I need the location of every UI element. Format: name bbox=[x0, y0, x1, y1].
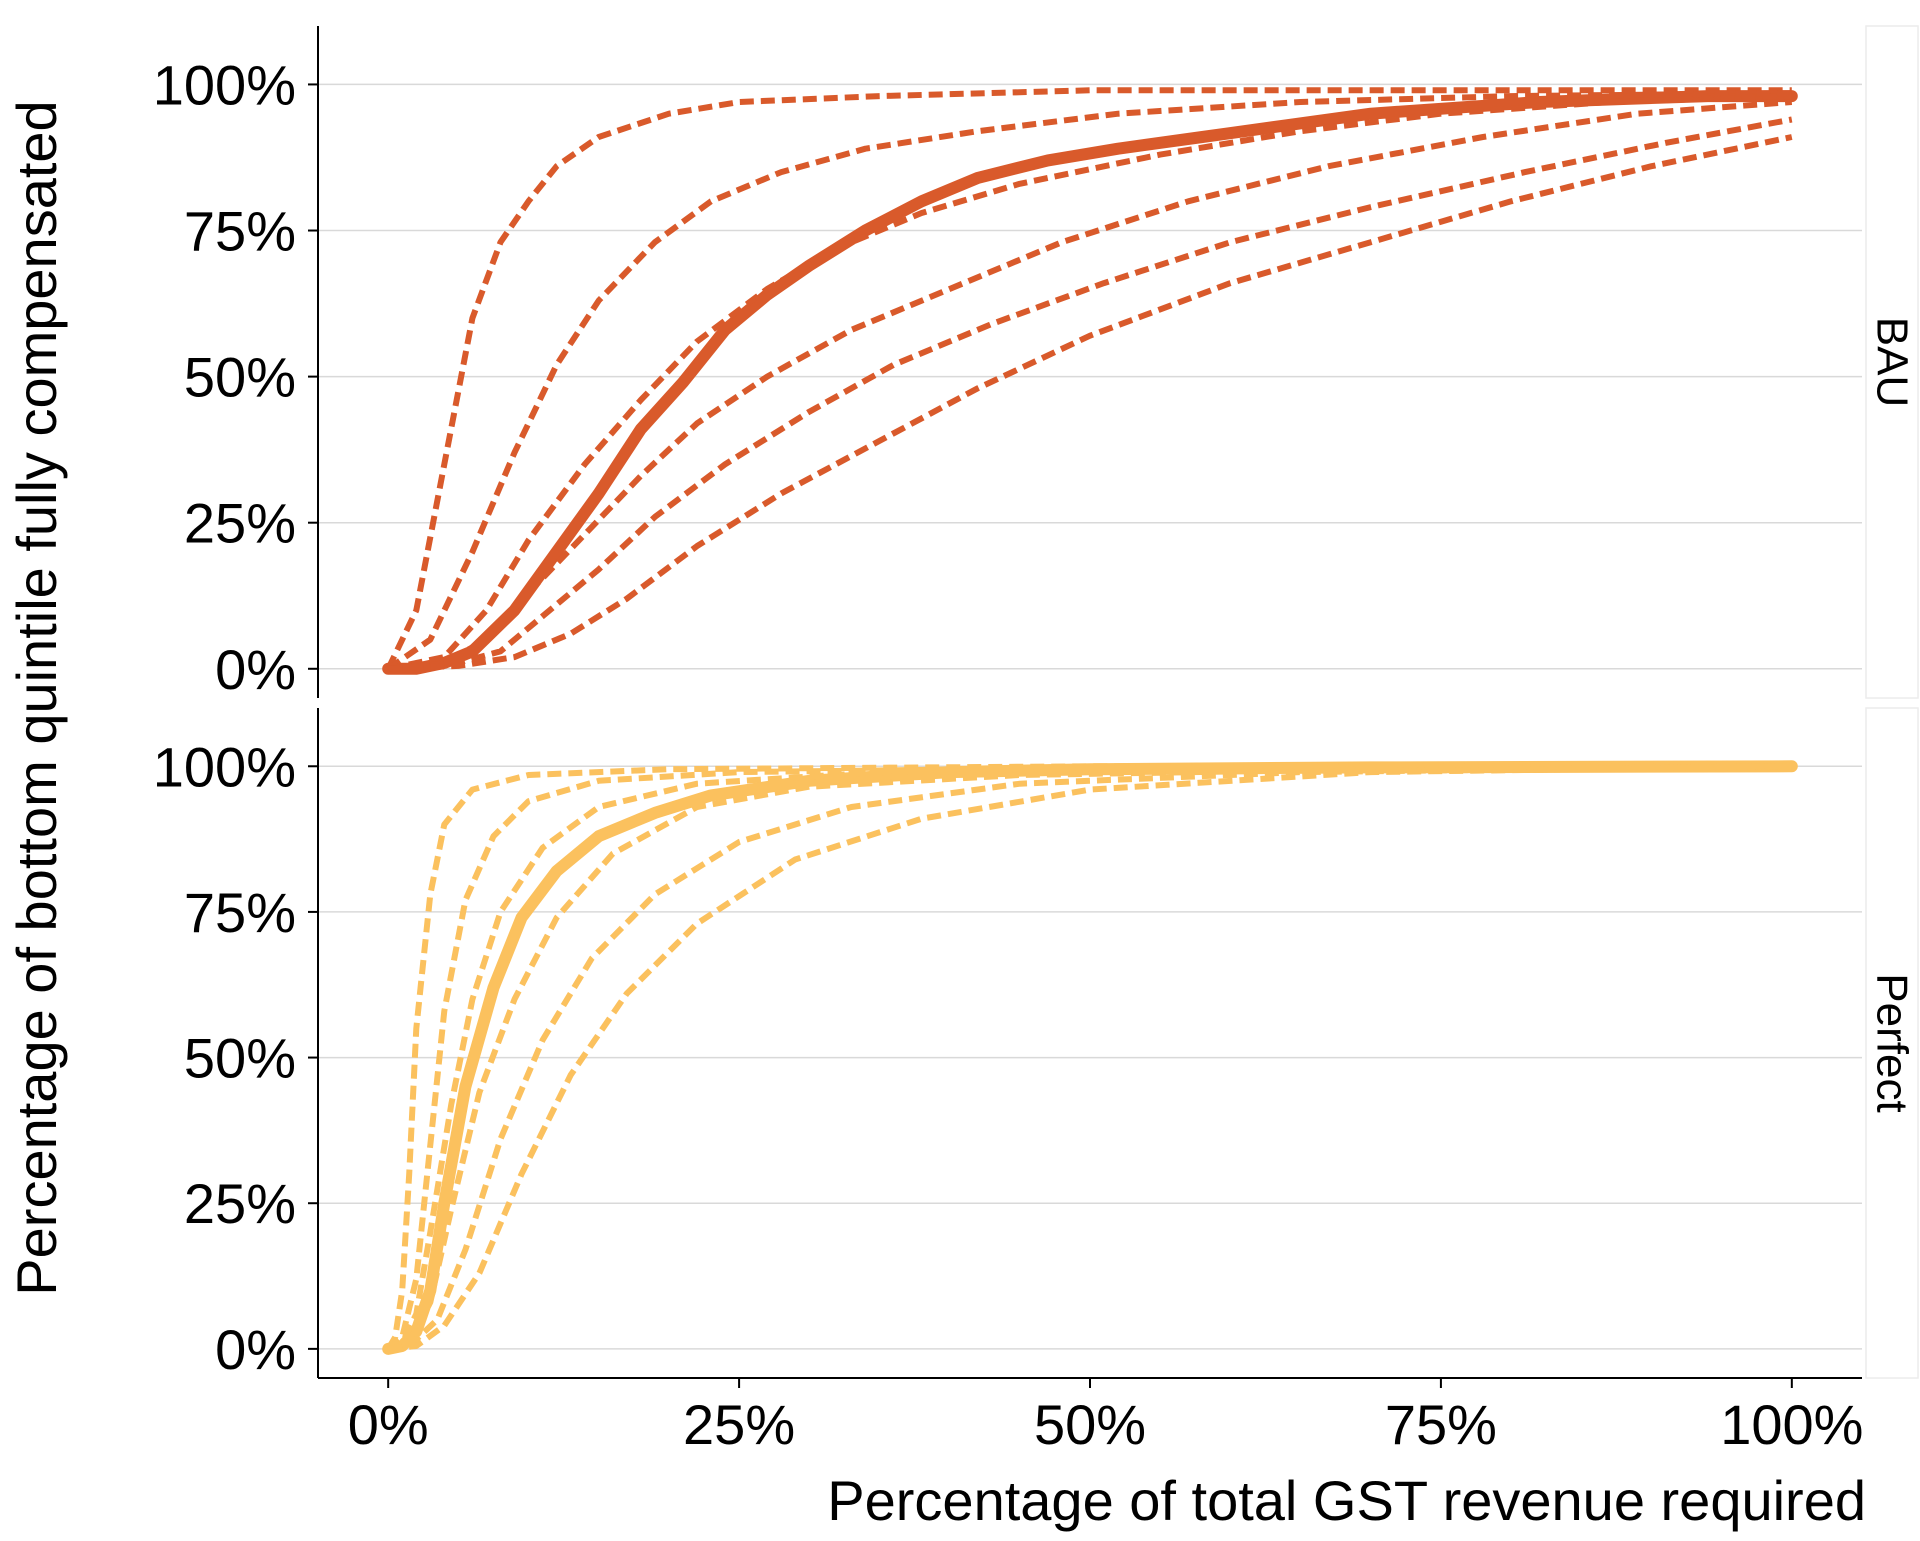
series-line-dashed bbox=[387, 99, 1793, 672]
y-tick-label: 50% bbox=[184, 1027, 296, 1090]
y-tick-label: 100% bbox=[153, 735, 296, 798]
panels-layer: 0% 25% 50% 75% 100% BAU 0% 25% 50% 75% 100% Perfect… bbox=[153, 25, 1919, 1456]
facet-strip-label: Perfect bbox=[1868, 973, 1917, 1112]
y-tick-label: 0% bbox=[215, 638, 296, 701]
panel-perfect: 0% 25% 50% 75% 100% Perfect bbox=[153, 707, 1919, 1381]
y-tick-label: 25% bbox=[184, 1172, 296, 1235]
series-line-dashed bbox=[387, 763, 1792, 1352]
x-tick-label: 75% bbox=[1385, 1393, 1497, 1456]
facet-strip bbox=[1865, 707, 1919, 1379]
panel-bau: 0% 25% 50% 75% 100% BAU bbox=[153, 25, 1919, 701]
x-tick-label: 0% bbox=[348, 1393, 429, 1456]
series-line-dashed bbox=[385, 87, 1792, 671]
series-line-dashed bbox=[387, 763, 1792, 1352]
y-tick-label: 25% bbox=[184, 492, 296, 555]
series-line-solid bbox=[382, 90, 1798, 675]
y-tick-label: 50% bbox=[184, 346, 296, 409]
y-tick-label: 0% bbox=[215, 1318, 296, 1381]
series-line-dashed bbox=[387, 116, 1793, 672]
axes-layer: Percentage of bottom quintile fully comp… bbox=[5, 100, 1866, 1532]
facet-strip-label: BAU bbox=[1868, 317, 1917, 407]
series-line-dashed bbox=[388, 134, 1793, 672]
x-tick-label: 25% bbox=[683, 1393, 795, 1456]
x-axis-title: Percentage of total GST revenue required bbox=[827, 1469, 1866, 1532]
y-tick-label: 75% bbox=[184, 200, 296, 263]
y-tick-label: 100% bbox=[153, 53, 296, 116]
series-line-dashed bbox=[386, 763, 1792, 1352]
facet-strip bbox=[1865, 25, 1919, 699]
x-tick-label: 50% bbox=[1034, 1393, 1146, 1456]
x-tick-label: 100% bbox=[1720, 1393, 1863, 1456]
y-axis-title: Percentage of bottom quintile fully comp… bbox=[5, 100, 68, 1295]
series-line-dashed bbox=[385, 763, 1792, 1351]
x-axis: 0% 25% 50% 75% 100% bbox=[318, 1377, 1863, 1456]
series-line-dashed bbox=[387, 763, 1792, 1352]
series-line-dashed bbox=[387, 93, 1792, 672]
series-line-dashed bbox=[386, 90, 1792, 672]
series-line-dashed bbox=[387, 763, 1792, 1352]
y-tick-label: 75% bbox=[184, 881, 296, 944]
